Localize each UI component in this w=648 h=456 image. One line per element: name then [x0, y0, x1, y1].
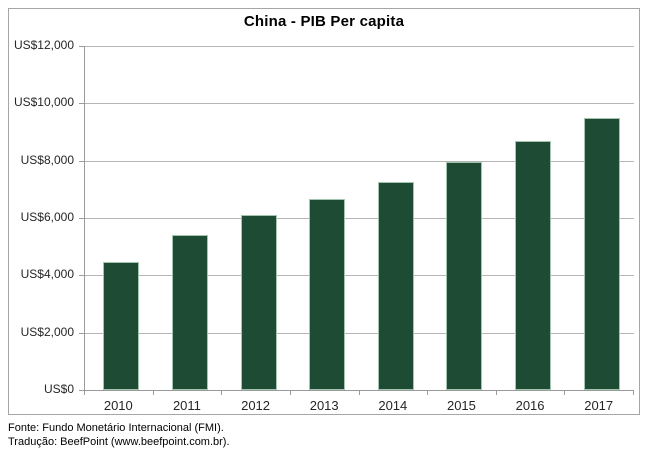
bar: [515, 141, 552, 390]
y-tick-label: US$8,000: [20, 152, 74, 167]
x-tick-label: 2011: [172, 398, 201, 413]
bar: [446, 162, 483, 390]
x-axis-tick: [358, 391, 360, 395]
bar: [377, 182, 414, 390]
x-tick-label: 2010: [103, 398, 133, 413]
y-tick-label: US$10,000: [13, 95, 74, 110]
x-axis-tick: [564, 391, 566, 395]
x-tick-label: 2016: [515, 398, 545, 413]
chart-title: China - PIB Per capita: [243, 13, 405, 30]
y-tick-label: US$6,000: [20, 210, 74, 224]
x-axis-tick: [152, 391, 154, 395]
x-axis-tick: [427, 391, 429, 395]
y-tick-label: US$0: [43, 382, 74, 396]
y-tick-label: US$12,000: [13, 38, 74, 52]
y-gridline: [85, 103, 634, 105]
bar: [240, 215, 277, 390]
x-axis-tick: [84, 391, 85, 395]
x-axis-tick: [495, 391, 497, 395]
y-gridline: [85, 46, 634, 47]
bar: [583, 118, 620, 390]
y-axis-tick: [79, 390, 84, 391]
y-axis-tick: [79, 46, 84, 47]
translation-note: Tradução: BeefPoint (www.beefpoint.com.b…: [8, 436, 230, 448]
y-axis-tick: [79, 332, 84, 334]
y-gridline: [85, 160, 634, 162]
x-tick-label: 2015: [446, 398, 476, 413]
y-gridline: [85, 275, 634, 277]
y-tick-label: US$2,000: [20, 324, 74, 339]
x-axis-tick: [633, 391, 634, 395]
bar: [171, 235, 208, 390]
y-axis-tick: [79, 160, 84, 162]
x-axis-tick: [289, 391, 291, 395]
y-tick-label: US$4,000: [20, 267, 74, 282]
x-tick-label: 2012: [241, 398, 271, 413]
footer-notes: Fonte: Fundo Monetário Internacional (FM…: [8, 421, 230, 449]
plot-area: [84, 46, 634, 391]
y-axis-tick: [79, 275, 84, 277]
y-gridline: [85, 218, 634, 219]
bar: [309, 199, 346, 390]
x-axis-tick: [221, 391, 223, 395]
x-tick-label: 2017: [584, 398, 614, 413]
y-gridline: [85, 332, 634, 334]
bar: [103, 262, 140, 390]
y-axis-tick: [79, 103, 84, 105]
x-tick-label: 2013: [309, 398, 339, 413]
y-axis-tick: [79, 218, 84, 219]
source-note: Fonte: Fundo Monetário Internacional (FM…: [8, 422, 224, 434]
x-tick-label: 2014: [378, 398, 408, 413]
